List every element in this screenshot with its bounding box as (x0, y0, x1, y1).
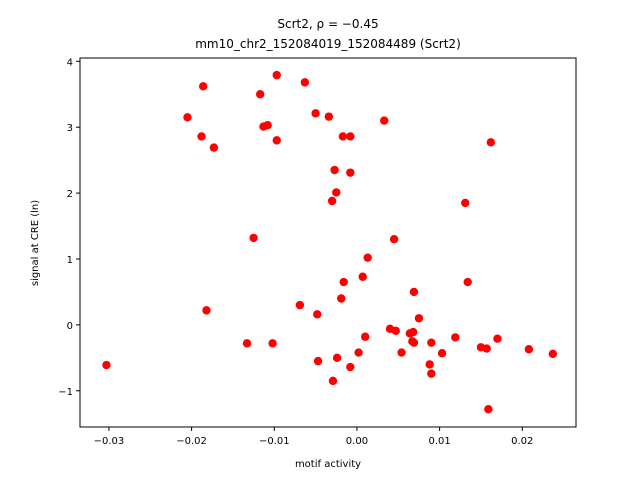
y-tick-label-5: 4 (67, 57, 73, 68)
plot-frame (79, 57, 577, 428)
data-point-44 (409, 338, 419, 347)
y-tick-label-1: 0 (67, 321, 73, 332)
data-point-23 (380, 116, 389, 125)
y-tick-label-0: −1 (58, 387, 73, 398)
data-point-59 (548, 349, 558, 359)
data-point-42 (414, 314, 424, 323)
x-tick-label-5: 0.02 (511, 436, 533, 447)
data-point-56 (493, 334, 502, 343)
data-point-28 (358, 272, 367, 281)
data-point-34 (354, 348, 363, 357)
data-point-5 (202, 306, 211, 315)
x-tick-label-4: 0.01 (428, 436, 450, 447)
x-axis-label: motif activity (295, 459, 361, 470)
data-point-0 (102, 360, 111, 370)
data-point-9 (272, 70, 281, 80)
data-point-3 (197, 132, 206, 141)
data-points (102, 70, 558, 414)
data-point-41 (408, 327, 418, 337)
data-point-48 (425, 360, 434, 369)
x-tick-label-0: −0.03 (94, 436, 125, 447)
data-point-53 (486, 138, 496, 147)
x-tick-label-1: −0.02 (176, 436, 207, 447)
data-point-55 (482, 344, 491, 353)
x-tick-label-2: −0.01 (259, 436, 290, 447)
data-point-26 (339, 277, 348, 287)
data-point-17 (338, 132, 348, 141)
y-tick-label-2: 1 (67, 255, 73, 266)
data-point-13 (268, 339, 277, 348)
data-point-12 (242, 339, 252, 348)
data-point-22 (327, 196, 337, 206)
data-point-35 (361, 332, 370, 341)
data-point-47 (437, 349, 447, 358)
data-point-10 (272, 136, 281, 145)
data-point-21 (346, 168, 355, 177)
y-axis-label: signal at CRE (ln) (30, 200, 41, 286)
x-tick-label-3: 0.00 (346, 436, 368, 447)
data-point-29 (363, 253, 372, 262)
data-point-25 (313, 310, 322, 319)
data-point-39 (409, 287, 419, 297)
data-point-19 (330, 165, 339, 175)
data-point-37 (391, 326, 400, 335)
data-point-2 (198, 82, 208, 91)
data-point-15 (311, 109, 320, 118)
chart-title-line2: mm10_chr2_152084019_152084489 (Scrt2) (195, 37, 461, 51)
data-point-30 (313, 356, 323, 366)
data-point-58 (524, 345, 534, 354)
data-point-27 (337, 294, 346, 303)
y-tick-label-4: 3 (67, 123, 73, 134)
data-point-24 (295, 300, 305, 310)
x-axis-ticks: −0.03 −0.02 −0.01 0.00 0.01 0.02 (94, 427, 533, 447)
data-point-51 (461, 198, 470, 208)
data-point-31 (332, 353, 342, 363)
data-point-57 (484, 405, 493, 414)
y-axis-ticks: −1 0 1 2 3 4 (58, 57, 80, 398)
data-point-18 (346, 132, 355, 141)
data-point-38 (389, 235, 399, 244)
data-point-33 (346, 362, 355, 372)
data-point-1 (183, 113, 192, 122)
data-point-4 (209, 143, 219, 152)
data-point-49 (427, 369, 436, 378)
data-point-50 (451, 333, 460, 342)
data-point-45 (397, 348, 406, 357)
data-point-14 (300, 78, 310, 87)
data-point-52 (463, 277, 472, 287)
data-point-16 (324, 112, 334, 121)
chart-title-line1: Scrt2, ρ = −0.45 (277, 17, 378, 31)
data-point-8 (263, 121, 272, 130)
data-point-32 (328, 376, 338, 386)
data-point-46 (427, 338, 436, 347)
data-point-20 (332, 188, 341, 197)
y-tick-label-3: 2 (67, 189, 73, 200)
data-point-6 (256, 90, 265, 99)
data-point-11 (249, 233, 258, 243)
